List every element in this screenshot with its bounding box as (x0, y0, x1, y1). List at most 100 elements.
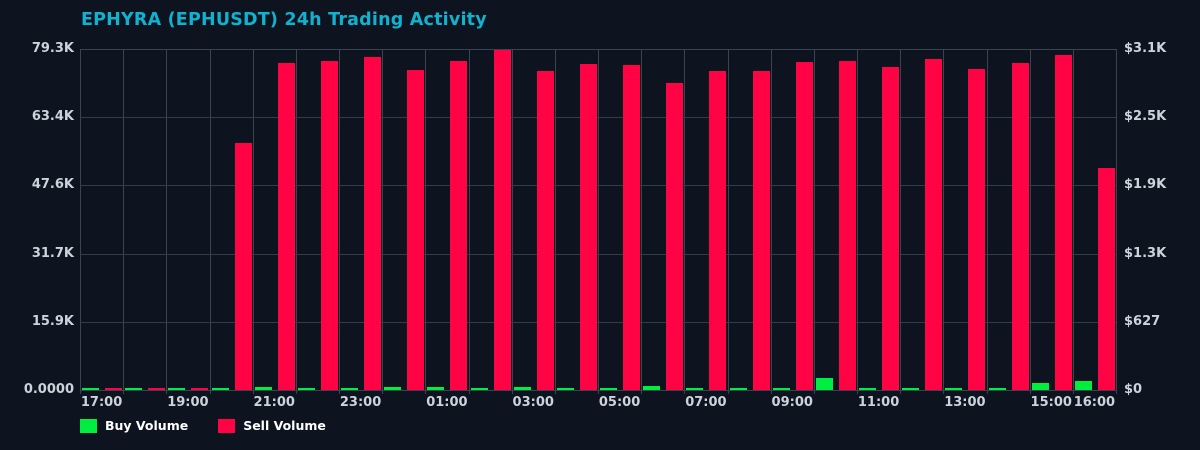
buy-volume-bar[interactable] (556, 388, 574, 390)
buy-volume-bar[interactable] (686, 388, 704, 390)
x-axis-tick-label: 01:00 (426, 395, 468, 410)
y-axis-left-tick-label: 0.0000 (23, 382, 74, 397)
vertical-gridline (425, 49, 426, 390)
buy-volume-bar[interactable] (729, 388, 747, 390)
buy-volume-bar[interactable] (427, 387, 445, 390)
x-axis-tick (123, 390, 124, 394)
buy-volume-bar[interactable] (384, 387, 402, 390)
sell-volume-bar[interactable] (234, 143, 252, 390)
buy-volume-bar[interactable] (859, 388, 876, 390)
vertical-gridline (943, 49, 944, 390)
buy-volume-bar[interactable] (297, 388, 315, 390)
y-axis-right-tick-label: $0 (1124, 382, 1143, 397)
sell-volume-bar[interactable] (1054, 55, 1072, 390)
sell-volume-bar[interactable] (795, 61, 813, 390)
buy-volume-bar[interactable] (945, 388, 963, 390)
y-axis-left-tick-label: 79.3K (31, 41, 74, 56)
y-axis-left-tick-label: 31.7K (31, 246, 74, 261)
x-axis-tick-label: 15:00 (1030, 395, 1072, 410)
sell-volume-bar[interactable] (364, 56, 381, 390)
sell-color-swatch (218, 418, 236, 433)
vertical-gridline (814, 49, 815, 390)
x-axis-tick (943, 390, 944, 394)
sell-volume-bar[interactable] (277, 62, 295, 390)
buy-volume-bar[interactable] (815, 377, 833, 390)
x-axis-tick (166, 390, 167, 394)
buy-volume-bar[interactable] (513, 387, 531, 390)
sell-volume-bar[interactable] (925, 59, 943, 390)
x-axis-tick (598, 390, 599, 394)
sell-volume-bar[interactable] (105, 388, 122, 390)
x-axis-tick (555, 390, 556, 394)
vertical-gridline (296, 49, 297, 390)
vertical-gridline (1030, 49, 1031, 390)
sell-volume-bar[interactable] (536, 70, 554, 390)
vertical-gridline (512, 49, 513, 390)
x-axis-tick (684, 390, 685, 394)
vertical-gridline (598, 49, 599, 390)
x-axis-tick-label: 17:00 (80, 395, 123, 410)
x-axis-tick (641, 390, 642, 394)
buy-volume-bar[interactable] (168, 388, 186, 390)
buy-volume-bar[interactable] (988, 388, 1006, 390)
sell-volume-bar[interactable] (320, 60, 338, 390)
legend-item-sell[interactable]: Sell Volume (218, 418, 326, 433)
sell-volume-bar[interactable] (623, 64, 640, 390)
buy-volume-bar[interactable] (341, 388, 358, 390)
horizontal-gridline (80, 254, 1116, 255)
buy-volume-bar[interactable] (254, 386, 272, 390)
buy-volume-bar[interactable] (600, 388, 617, 390)
sell-volume-bar[interactable] (752, 70, 770, 390)
y-axis-left-tick-label: 47.6K (31, 177, 74, 192)
sell-volume-bar[interactable] (709, 71, 727, 390)
sell-volume-bar[interactable] (882, 67, 899, 390)
buy-volume-bar[interactable] (643, 386, 661, 390)
legend: Buy Volume Sell Volume (80, 418, 326, 433)
x-axis-tick (814, 390, 815, 394)
vertical-gridline (987, 49, 988, 390)
x-axis-tick (80, 390, 81, 394)
y-axis-right-tick-label: $1.9K (1124, 177, 1167, 192)
vertical-gridline (166, 49, 167, 390)
sell-volume-bar[interactable] (407, 70, 425, 390)
x-axis-tick (1116, 390, 1117, 394)
buy-volume-bar[interactable] (82, 388, 99, 390)
buy-volume-bar[interactable] (1074, 380, 1092, 390)
sell-volume-bar[interactable] (968, 69, 986, 390)
y-axis-left-tick-label: 63.4K (31, 109, 74, 124)
buy-volume-bar[interactable] (1031, 382, 1049, 390)
buy-volume-bar[interactable] (902, 388, 920, 390)
sell-volume-bar[interactable] (579, 64, 597, 390)
sell-volume-bar[interactable] (666, 82, 684, 390)
vertical-gridline (555, 49, 556, 390)
x-axis-tick (253, 390, 254, 394)
buy-volume-bar[interactable] (211, 388, 229, 390)
sell-volume-bar[interactable] (1011, 62, 1029, 390)
sell-volume-bar[interactable] (1097, 167, 1115, 390)
y-axis-right-tick-label: $2.5K (1124, 109, 1167, 124)
x-axis-tick-label: 09:00 (771, 395, 813, 410)
x-axis-tick-label: 21:00 (253, 395, 295, 410)
vertical-gridline (771, 49, 772, 390)
buy-volume-bar[interactable] (125, 388, 143, 390)
buy-volume-bar[interactable] (772, 387, 790, 390)
sell-volume-bar[interactable] (191, 388, 209, 390)
x-axis-tick-label: 03:00 (512, 395, 554, 410)
horizontal-gridline (80, 322, 1116, 323)
x-axis-tick (512, 390, 513, 394)
sell-volume-bar[interactable] (493, 49, 511, 390)
vertical-gridline (253, 49, 254, 390)
sell-volume-bar[interactable] (148, 388, 166, 390)
vertical-gridline (339, 49, 340, 390)
x-axis-tick (210, 390, 211, 394)
x-axis-tick (469, 390, 470, 394)
buy-volume-bar[interactable] (470, 388, 488, 390)
legend-item-buy[interactable]: Buy Volume (80, 418, 188, 433)
x-axis-tick (1030, 390, 1031, 394)
x-axis-tick (771, 390, 772, 394)
horizontal-gridline (80, 49, 1116, 50)
y-axis-right-tick-label: $3.1K (1124, 41, 1167, 56)
sell-volume-bar[interactable] (450, 60, 468, 390)
sell-volume-bar[interactable] (838, 60, 856, 390)
